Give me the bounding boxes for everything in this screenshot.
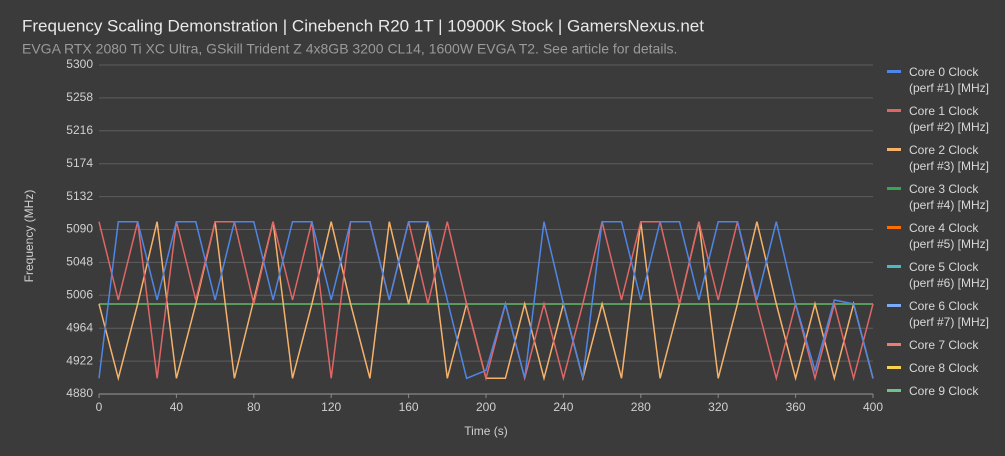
x-axis-label: Time (s) xyxy=(464,424,508,438)
x-tick-label: 400 xyxy=(863,400,883,414)
y-tick-label: 5132 xyxy=(66,189,93,203)
legend-item: Core 7 Clock xyxy=(884,337,1002,353)
legend-item: Core 0 Clock (perf #1) [MHz] xyxy=(884,64,1002,96)
y-axis-label: Frequency (MHz) xyxy=(22,190,36,283)
x-tick-label: 0 xyxy=(96,400,103,414)
legend-label: Core 3 Clock (perf #4) [MHz] xyxy=(909,182,990,212)
legend-swatch xyxy=(887,389,901,392)
x-tick-label: 200 xyxy=(476,400,496,414)
x-tick-label: 80 xyxy=(247,400,261,414)
y-tick-label: 5006 xyxy=(66,287,93,301)
legend: Core 0 Clock (perf #1) [MHz] Core 1 Clock… xyxy=(884,64,1002,399)
x-tick-label: 160 xyxy=(399,400,419,414)
legend-item: Core 1 Clock (perf #2) [MHz] xyxy=(884,103,1002,135)
series-line xyxy=(98,220,874,380)
legend-swatch xyxy=(887,226,901,229)
legend-item: Core 5 Clock (perf #6) [MHz] xyxy=(884,259,1002,291)
legend-label: Core 7 Clock xyxy=(909,338,979,352)
x-tick-label: 120 xyxy=(321,400,341,414)
legend-swatch xyxy=(887,148,901,151)
legend-swatch xyxy=(887,70,901,73)
legend-item: Core 3 Clock (perf #4) [MHz] xyxy=(884,181,1002,213)
legend-item: Core 8 Clock xyxy=(884,360,1002,376)
x-tick-label: 280 xyxy=(631,400,651,414)
y-tick-label: 4922 xyxy=(66,353,93,367)
y-tick-label: 5258 xyxy=(66,90,93,104)
y-tick-label: 4964 xyxy=(66,320,93,334)
y-tick-label: 5300 xyxy=(66,57,93,71)
legend-item: Core 4 Clock (perf #5) [MHz] xyxy=(884,220,1002,252)
chart-subtitle: EVGA RTX 2080 Ti XC Ultra, GSkill Triden… xyxy=(22,41,677,57)
legend-swatch xyxy=(887,265,901,268)
legend-label: Core 5 Clock (perf #6) [MHz] xyxy=(909,260,990,290)
legend-label: Core 1 Clock (perf #2) [MHz] xyxy=(909,104,990,134)
legend-item: Core 2 Clock (perf #3) [MHz] xyxy=(884,142,1002,174)
y-tick-label: 5090 xyxy=(66,222,93,236)
y-tick-label: 5048 xyxy=(66,255,93,269)
y-tick-label: 5216 xyxy=(66,123,93,137)
legend-label: Core 2 Clock (perf #3) [MHz] xyxy=(909,143,990,173)
legend-swatch xyxy=(887,187,901,190)
legend-label: Core 6 Clock (perf #7) [MHz] xyxy=(909,299,990,329)
y-tick-label: 5174 xyxy=(66,156,93,170)
x-tick-label: 360 xyxy=(786,400,806,414)
y-tick-label: 4880 xyxy=(66,386,93,400)
x-tick-label: 240 xyxy=(553,400,573,414)
legend-label: Core 8 Clock xyxy=(909,361,979,375)
legend-item: Core 6 Clock (perf #7) [MHz] xyxy=(884,298,1002,330)
legend-label: Core 9 Clock xyxy=(909,384,979,398)
legend-label: Core 0 Clock (perf #1) [MHz] xyxy=(909,65,990,95)
legend-swatch xyxy=(887,366,901,369)
x-tick-label: 40 xyxy=(170,400,184,414)
legend-swatch xyxy=(887,109,901,112)
chart-title: Frequency Scaling Demonstration | Cinebe… xyxy=(22,16,704,35)
legend-swatch xyxy=(887,343,901,346)
legend-item: Core 9 Clock xyxy=(884,383,1002,399)
legend-label: Core 4 Clock (perf #5) [MHz] xyxy=(909,221,990,251)
x-tick-label: 320 xyxy=(708,400,728,414)
legend-swatch xyxy=(887,304,901,307)
